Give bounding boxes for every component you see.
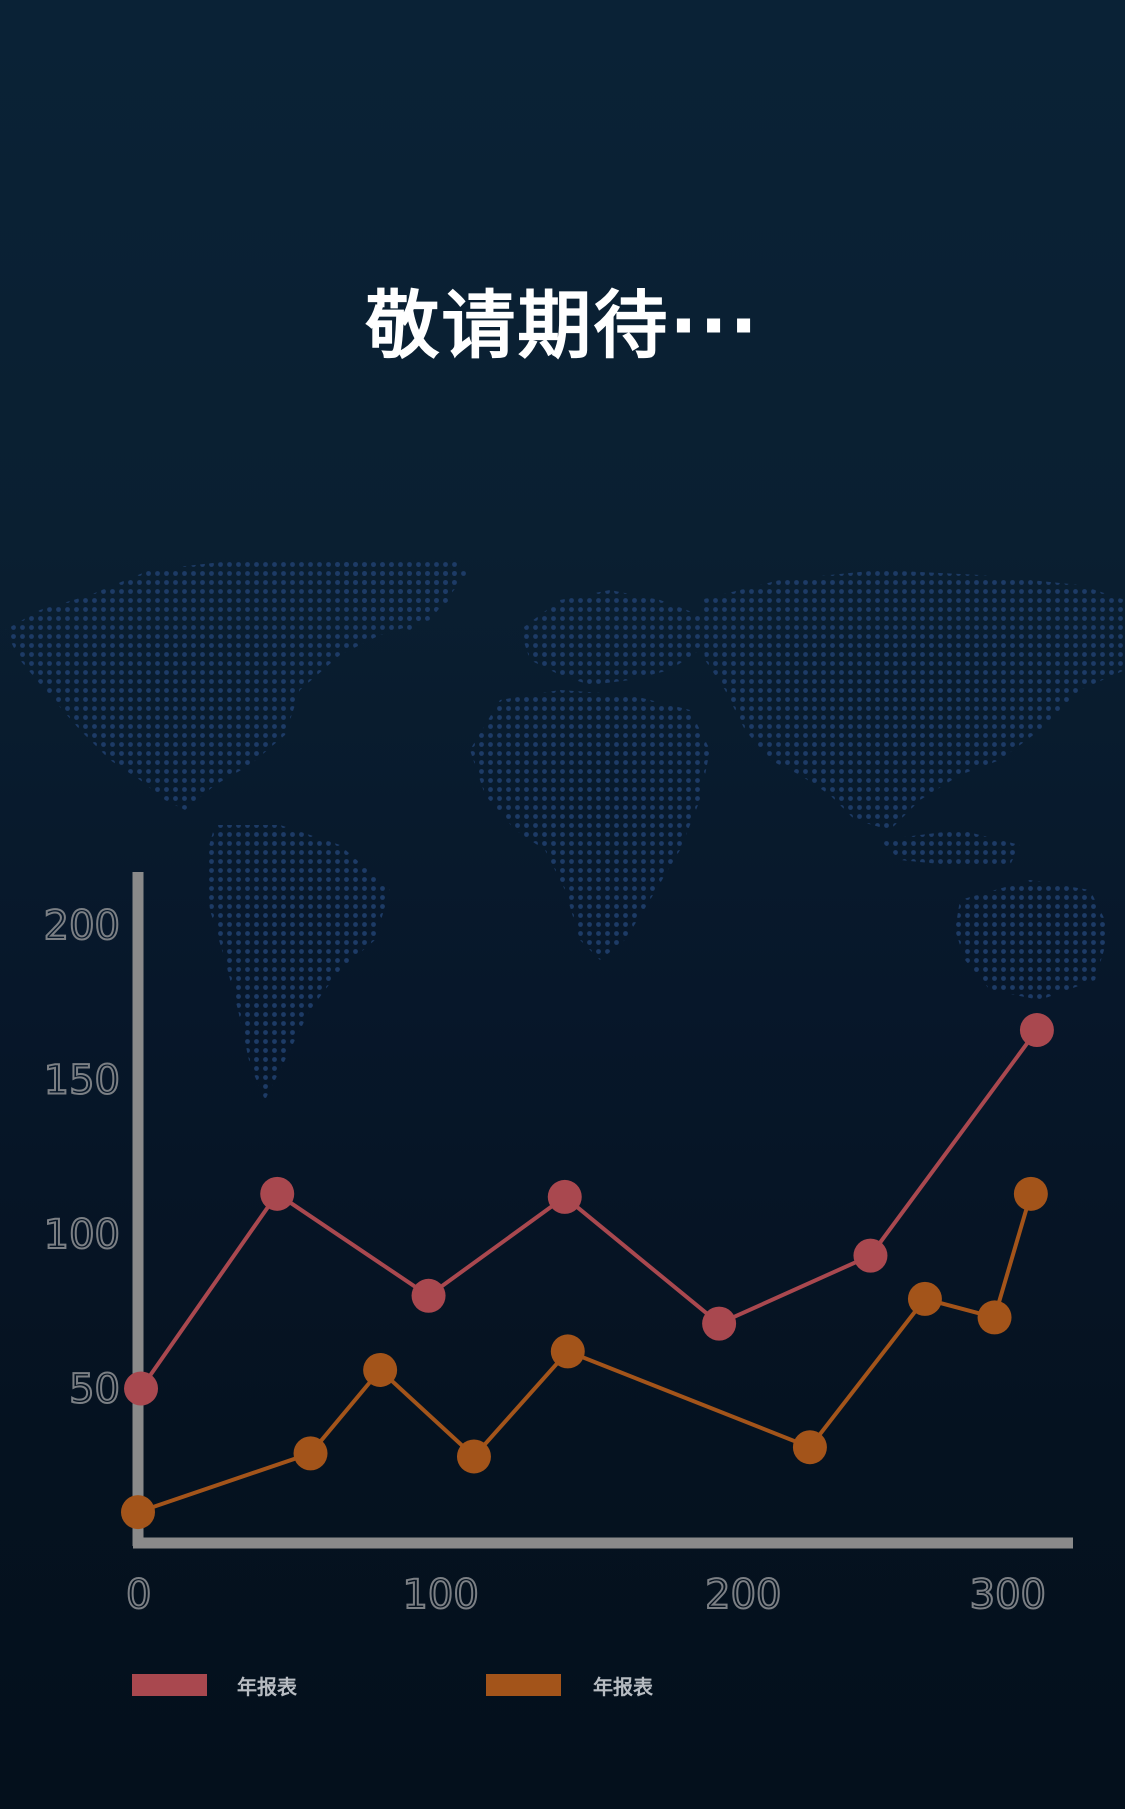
series-1-point-7: [1019, 1013, 1054, 1048]
series-2-point-1: [121, 1495, 155, 1530]
series-2-point-9: [1013, 1176, 1048, 1211]
legend-swatch-series-1: [132, 1674, 207, 1696]
series-1-point-5: [702, 1306, 737, 1341]
x-tick-label: 300: [970, 1572, 1046, 1618]
x-tick-label: 0: [126, 1572, 151, 1618]
world-map-dots-icon: [5, 560, 1125, 1100]
legend-swatch-series-2: [486, 1674, 561, 1696]
series-2-point-4: [456, 1439, 491, 1474]
x-tick-label: 200: [705, 1572, 781, 1618]
y-tick-label: 50: [69, 1367, 120, 1413]
series-2-point-2: [293, 1436, 328, 1471]
series-1-point-1: [124, 1371, 159, 1406]
series-1-point-6: [853, 1238, 888, 1273]
coming-soon-title: 敬请期待···: [365, 283, 760, 369]
legend-label-series-1: 年报表: [237, 1675, 298, 1699]
series-2-point-8: [977, 1300, 1012, 1335]
y-tick-label: 150: [44, 1058, 120, 1104]
y-tick-label: 200: [44, 903, 120, 949]
series-2-point-5: [550, 1334, 585, 1369]
series-1-point-4: [547, 1179, 582, 1214]
legend-label-series-2: 年报表: [593, 1675, 654, 1699]
series-1-point-3: [411, 1278, 446, 1313]
series-2-point-3: [363, 1352, 398, 1387]
x-tick-label: 100: [402, 1572, 478, 1618]
series-1-point-2: [260, 1176, 295, 1211]
series-2-point-7: [907, 1281, 942, 1316]
series-2-point-6: [792, 1430, 827, 1465]
y-tick-label: 100: [44, 1212, 120, 1258]
